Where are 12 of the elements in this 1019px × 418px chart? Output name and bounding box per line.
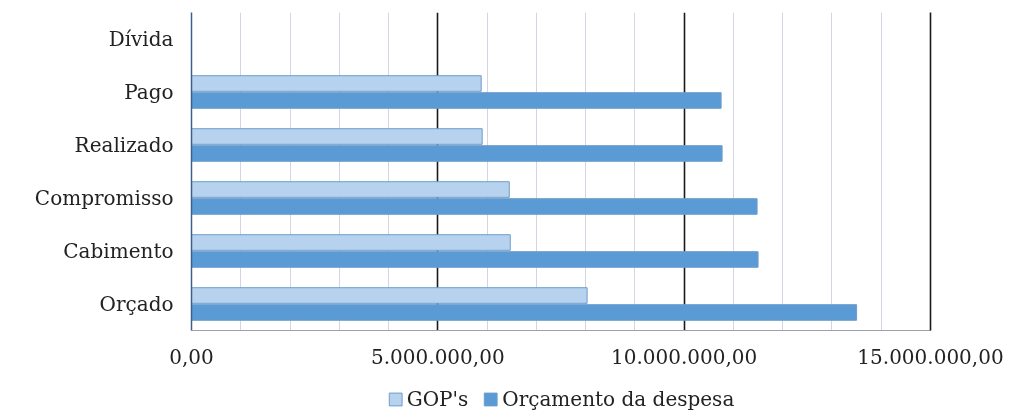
y-tick-label: Cabimento	[63, 239, 174, 263]
legend-label: Orçamento da despesa	[502, 387, 735, 411]
y-tick-label: Compromisso	[34, 186, 174, 210]
x-tick-label: 10.000.000,00	[611, 344, 758, 369]
y-tick-label: Realizado	[74, 133, 174, 157]
x-tick-label: 5.000.000,00	[371, 344, 505, 369]
x-tick-label: 15.000.000,00	[857, 344, 1004, 369]
y-tick-label: Dívida	[108, 27, 174, 51]
y-tick-label: Orçado	[99, 292, 174, 316]
x-tick-label: 0,00	[169, 344, 214, 369]
y-tick-label: Pago	[124, 80, 174, 104]
legend-label: GOP's	[406, 387, 469, 411]
